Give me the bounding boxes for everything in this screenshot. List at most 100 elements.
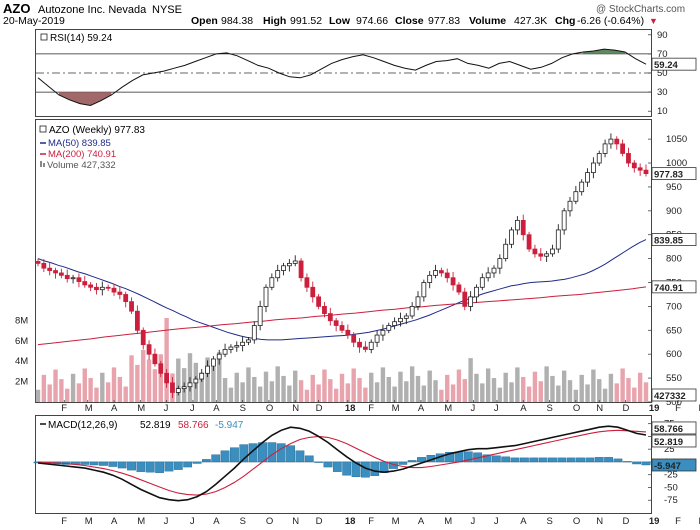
candle-body (631, 162, 637, 169)
candle-body (392, 321, 398, 326)
volume-tick: 2M (15, 377, 28, 388)
macd-line (37, 425, 647, 502)
price-legend-label: AZO (Weekly) 977.83 (49, 125, 145, 136)
macd-x-label-month: F (368, 516, 374, 527)
x-label-month: A (111, 403, 118, 414)
macd-histogram-bar (585, 457, 595, 463)
candle-body (333, 320, 339, 326)
candle-body (76, 277, 82, 282)
candle-body (64, 274, 70, 280)
volume-bar (76, 383, 82, 402)
macd-histogram-bar (276, 443, 286, 463)
hist-legend-value: -5.947 (215, 420, 244, 431)
open-label: Open (191, 15, 218, 27)
price-last-value: 977.83 (654, 170, 683, 181)
candle-body (544, 253, 550, 257)
candle-body (240, 341, 246, 347)
macd-x-label-month: O (573, 516, 580, 527)
macd-histogram-bar (80, 461, 90, 465)
macd-histogram-bar (127, 461, 136, 471)
volume-bar (82, 368, 87, 402)
chg-value: -6.26 (-0.64%) (577, 15, 644, 27)
macd-histogram-bar (314, 461, 323, 463)
candle-body (503, 243, 509, 260)
price-tick: 500 (666, 397, 682, 408)
macd-x-label-month: F (675, 516, 681, 527)
volume-last-value: 427332 (654, 391, 686, 402)
candle-body (403, 315, 409, 319)
price-last-value-box (651, 167, 697, 181)
rsi-tick: 50 (657, 68, 668, 79)
candle-body (222, 349, 228, 355)
price-tick: 900 (666, 206, 682, 217)
volume-bar (503, 372, 508, 402)
candle-body (41, 262, 47, 269)
volume-bar (550, 375, 555, 402)
x-label-month: J (471, 403, 476, 414)
volume-bar (597, 379, 602, 402)
volume-bar (398, 371, 403, 402)
candle-body (275, 270, 281, 279)
candle-body (111, 287, 117, 293)
volume-bar (310, 374, 315, 402)
volume-bar (345, 383, 351, 402)
candle-body (187, 382, 193, 388)
candle-body (140, 329, 146, 346)
macd-histogram-bar (510, 457, 520, 463)
volume-bar (164, 317, 169, 402)
x-label-month: A (520, 403, 527, 414)
macd-histogram-bar (557, 457, 567, 463)
x-label-month: A (213, 403, 220, 414)
macd-histogram-bar (248, 443, 258, 463)
candle-body (205, 365, 210, 374)
chg-label: Chg (555, 15, 575, 27)
rsi-last-value-box (651, 57, 697, 71)
macd-histogram-bar (89, 461, 99, 466)
candle-body (608, 138, 614, 145)
price-legend: AZO (Weekly) 977.83 MA(50) 839.85 MA(200… (38, 122, 150, 172)
candle-body (304, 277, 310, 288)
macd-histogram-bar (295, 450, 305, 463)
macd-histogram-bar (622, 461, 632, 463)
close-value: 977.83 (428, 15, 460, 27)
macd-histogram-bar (632, 461, 642, 465)
candle-body (181, 386, 187, 390)
candle-body (444, 272, 450, 279)
ma50-legend-label: MA(50) 839.85 (48, 138, 111, 149)
volume-last-value-box (651, 388, 697, 402)
volume-bar (509, 382, 514, 402)
low-label: Low (329, 15, 351, 27)
candle-body (134, 310, 140, 331)
volume-bar (53, 369, 58, 402)
candle-body (298, 260, 304, 279)
volume-bar (70, 373, 76, 402)
volume-bar (293, 370, 298, 402)
candle-body (509, 229, 514, 245)
candle-body (532, 248, 538, 255)
x-label-month: D (316, 403, 323, 414)
candle-body (152, 353, 158, 365)
volume-bar (643, 382, 649, 402)
volume-bar (94, 387, 99, 402)
x-label-month: 19 (649, 403, 660, 414)
macd-histogram-bar (211, 454, 221, 463)
volume-bar (41, 374, 47, 402)
rsi-last-value: 59.24 (654, 60, 678, 71)
macd-histogram-bar (604, 457, 613, 463)
candle-body (398, 317, 403, 323)
candle-body (438, 270, 444, 274)
candle-body (602, 143, 608, 154)
candle-body (450, 277, 456, 286)
volume-bar (59, 379, 64, 402)
ma200-line (37, 286, 647, 346)
volume-bar (146, 359, 152, 402)
rsi-tick: 70 (657, 49, 668, 60)
macd-signal-line (37, 429, 647, 496)
macd-histogram-bar (192, 461, 202, 464)
volume-bar (211, 367, 216, 402)
macd-histogram-bar (613, 458, 623, 463)
candle-body (596, 153, 602, 164)
x-label-month: O (266, 403, 273, 414)
volume-bar (269, 381, 275, 402)
candle-body (555, 229, 561, 250)
